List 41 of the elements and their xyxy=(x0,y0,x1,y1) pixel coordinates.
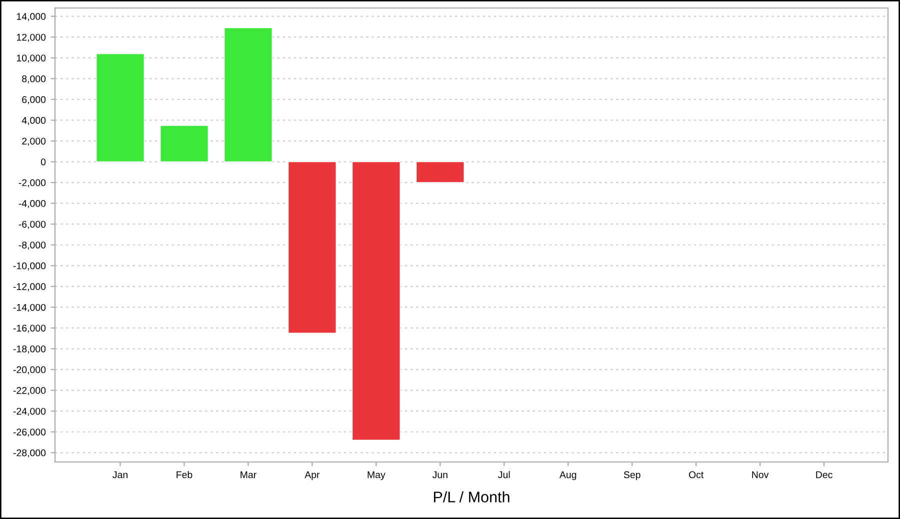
y-tick-label: 6,000 xyxy=(22,96,46,104)
x-tick-label: Feb xyxy=(176,471,192,478)
y-tick-label: -10,000 xyxy=(13,262,46,270)
y-tick-label: 0 xyxy=(40,158,46,166)
bar xyxy=(352,161,401,441)
x-tick-label: Dec xyxy=(816,471,832,478)
x-tick-label: Jul xyxy=(498,471,510,478)
y-tick-label: -20,000 xyxy=(13,366,46,374)
y-tick-label: -6,000 xyxy=(18,220,46,229)
y-tick-label: -16,000 xyxy=(13,324,46,333)
x-tick-label: Apr xyxy=(304,471,320,480)
bar xyxy=(416,161,465,183)
y-tick-label: -18,000 xyxy=(13,345,46,354)
x-tick-label: Nov xyxy=(752,471,769,478)
y-tick-label: -22,000 xyxy=(13,387,46,396)
y-tick-label: -14,000 xyxy=(13,304,46,312)
y-tick-label: 4,000 xyxy=(22,116,46,125)
y-tick-label: 10,000 xyxy=(16,54,46,63)
x-axis-title: P/L / Month xyxy=(434,491,510,502)
y-tick-label: -8,000 xyxy=(18,242,46,250)
y-tick-label: -4,000 xyxy=(18,200,46,208)
x-tick-label: Oct xyxy=(688,471,704,478)
y-tick-label: 2,000 xyxy=(22,138,46,146)
y-tick-label: -26,000 xyxy=(13,428,46,437)
bar xyxy=(96,53,145,162)
y-tick-label: 14,000 xyxy=(16,13,46,22)
y-tick-label: 12,000 xyxy=(16,34,46,42)
y-tick-label: 8,000 xyxy=(22,75,46,84)
x-tick-label: Jun xyxy=(432,471,448,478)
bar xyxy=(160,124,209,162)
y-tick-label: -2,000 xyxy=(18,179,46,188)
y-tick-label: -28,000 xyxy=(13,449,46,458)
x-tick-label: Sep xyxy=(624,471,640,480)
x-tick-label: Aug xyxy=(559,471,576,480)
bar xyxy=(288,161,337,334)
bar xyxy=(224,27,273,162)
x-tick-label: Mar xyxy=(240,471,256,478)
x-tick-label: May xyxy=(368,471,386,480)
x-tick-label: Jan xyxy=(112,471,128,478)
y-tick-label: -24,000 xyxy=(13,408,46,416)
y-tick-label: -12,000 xyxy=(13,283,46,292)
